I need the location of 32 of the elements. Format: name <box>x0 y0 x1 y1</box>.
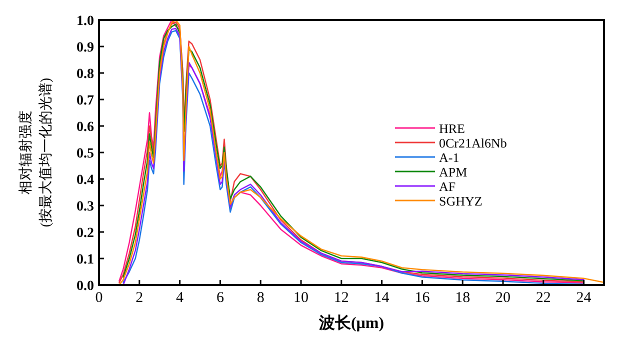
x-tick-label: 16 <box>414 290 430 306</box>
y-tick-label: 0.1 <box>76 252 94 268</box>
y-tick-label: 0.3 <box>76 200 94 214</box>
x-axis-title: 波长(μm) <box>318 314 384 332</box>
x-tick-label: 4 <box>176 290 184 306</box>
x-tick-label: 0 <box>95 290 103 306</box>
y-tick-label: 0.4 <box>76 173 94 188</box>
y-tick-label: 0.8 <box>76 67 94 82</box>
x-tick-label: 12 <box>334 290 349 306</box>
x-tick-label: 20 <box>496 290 510 306</box>
x-tick-label: 2 <box>136 290 144 306</box>
legend-label: SGHYZ <box>439 194 482 208</box>
x-tick-label: 6 <box>216 290 224 306</box>
x-tick-label: 10 <box>294 290 308 306</box>
y-tick-label: 0.0 <box>76 279 94 294</box>
y-tick-label: 0.9 <box>76 40 94 56</box>
legend-label: APM <box>439 164 468 180</box>
legend-label: 0Cr21Al6Nb <box>439 136 507 150</box>
legend-label: HRE <box>439 121 466 136</box>
x-tick-label: 22 <box>536 290 551 306</box>
y-tick-label: 0.6 <box>76 120 94 135</box>
legend-label: AF <box>439 179 456 194</box>
x-tick-label: 14 <box>374 290 390 306</box>
y-axis-title: 相对辐射强度 (按最大值均一化的光谱) <box>18 78 54 228</box>
legend-label: A-1 <box>439 150 460 165</box>
y-tick-label: 0.2 <box>76 226 94 241</box>
x-tick-label: 24 <box>576 290 592 306</box>
x-tick-label: 18 <box>455 290 470 306</box>
y-tick-label: 1.0 <box>76 14 94 29</box>
y-tick-label: 0.7 <box>76 94 94 108</box>
x-tick-label: 8 <box>256 290 264 306</box>
y-tick-label: 0.5 <box>76 146 94 162</box>
